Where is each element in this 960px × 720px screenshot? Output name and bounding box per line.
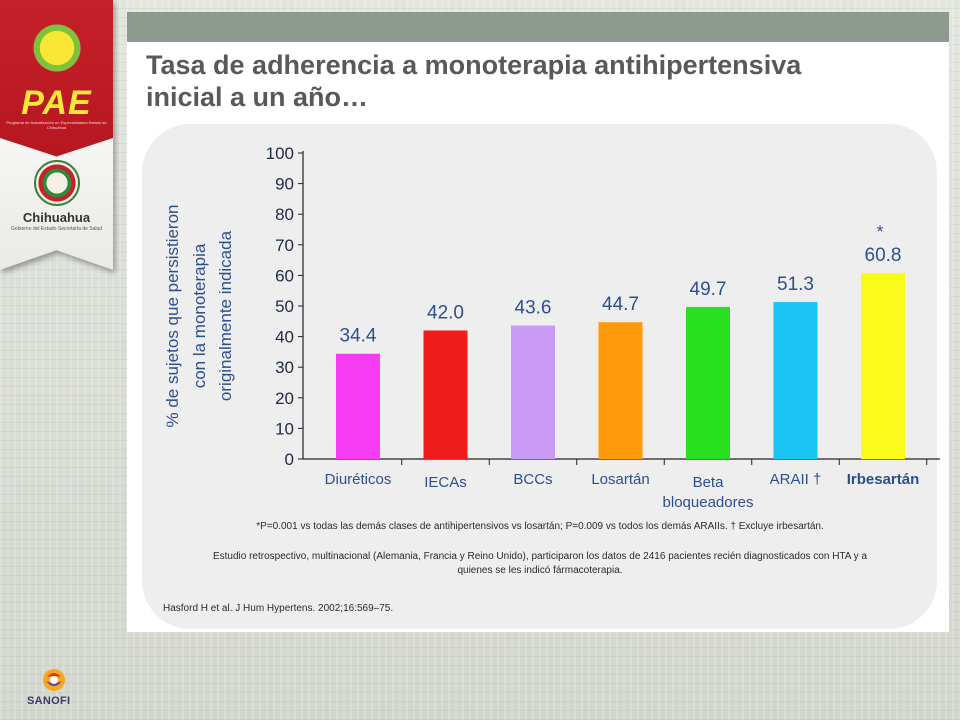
y-tick-label: 70 bbox=[275, 236, 294, 255]
x-category-label: Diuréticos bbox=[325, 471, 392, 488]
bar-value-label: 49.7 bbox=[690, 279, 727, 300]
significance-annotation: * bbox=[877, 222, 884, 241]
study-note-line2: quienes se les indicó fármacoterapia. bbox=[457, 565, 623, 576]
y-tick-label: 0 bbox=[285, 450, 294, 469]
slide-header-bar bbox=[127, 12, 949, 42]
reference-citation: Hasford H et al. J Hum Hypertens. 2002;1… bbox=[163, 603, 394, 614]
bar-value-label: 44.7 bbox=[602, 294, 639, 315]
bar bbox=[336, 353, 380, 459]
y-tick-label: 60 bbox=[275, 266, 294, 285]
sanofi-logo-icon bbox=[43, 669, 65, 691]
pae-logo-text: PAE bbox=[21, 84, 92, 122]
y-tick-label: 50 bbox=[275, 297, 294, 316]
bar-value-label: 34.4 bbox=[340, 326, 377, 347]
x-category-label: bloqueadores bbox=[663, 494, 754, 511]
y-tick-label: 20 bbox=[275, 389, 294, 408]
x-category-label: Irbesartán bbox=[847, 471, 920, 488]
bar bbox=[423, 330, 468, 459]
y-axis-label-line: con la monoterapia bbox=[190, 243, 209, 388]
y-tick-label: 90 bbox=[275, 175, 294, 194]
chihuahua-logo-subtext: Gobierno del Estado Secretaría de Salud bbox=[10, 226, 103, 232]
y-tick-label: 100 bbox=[266, 144, 294, 163]
bar-value-label: 43.6 bbox=[515, 298, 552, 319]
y-tick-label: 30 bbox=[275, 358, 294, 377]
chart-footnote: *P=0.001 vs todas las demás clases de an… bbox=[256, 521, 824, 532]
bar bbox=[598, 322, 643, 459]
x-category-label: IECAs bbox=[424, 474, 467, 491]
bar-value-label: 51.3 bbox=[777, 274, 814, 295]
y-axis-label-line: originalmente indicada bbox=[216, 230, 235, 401]
y-tick-label: 10 bbox=[275, 419, 294, 438]
x-category-label: Losartán bbox=[591, 471, 649, 488]
bar bbox=[686, 306, 730, 459]
sanofi-logo-text: SANOFI bbox=[27, 695, 71, 707]
bar bbox=[861, 272, 905, 459]
x-category-label: Beta bbox=[693, 474, 725, 491]
bar bbox=[511, 325, 555, 459]
slide-title: Tasa de adherencia a monoterapia antihip… bbox=[146, 50, 802, 112]
chihuahua-logo-text: Chihuahua bbox=[22, 210, 91, 225]
study-note-line1: Estudio retrospectivo, multinacional (Al… bbox=[212, 551, 868, 562]
y-axis-label-line: % de sujetos que persistieron bbox=[163, 204, 182, 427]
chihuahua-seal-icon bbox=[34, 160, 80, 206]
x-category-label: ARAII † bbox=[770, 471, 822, 488]
bar-value-label: 60.8 bbox=[865, 245, 902, 266]
y-tick-label: 40 bbox=[275, 328, 294, 347]
y-tick-label: 80 bbox=[275, 205, 294, 224]
pae-logo-subtext: Programa de Actualización en Especialida… bbox=[6, 120, 107, 130]
bar-value-label: 42.0 bbox=[427, 302, 464, 323]
x-category-label: BCCs bbox=[513, 471, 552, 488]
brand-ribbon: PAE Programa de Actualización en Especia… bbox=[0, 0, 113, 270]
bar bbox=[773, 302, 818, 459]
